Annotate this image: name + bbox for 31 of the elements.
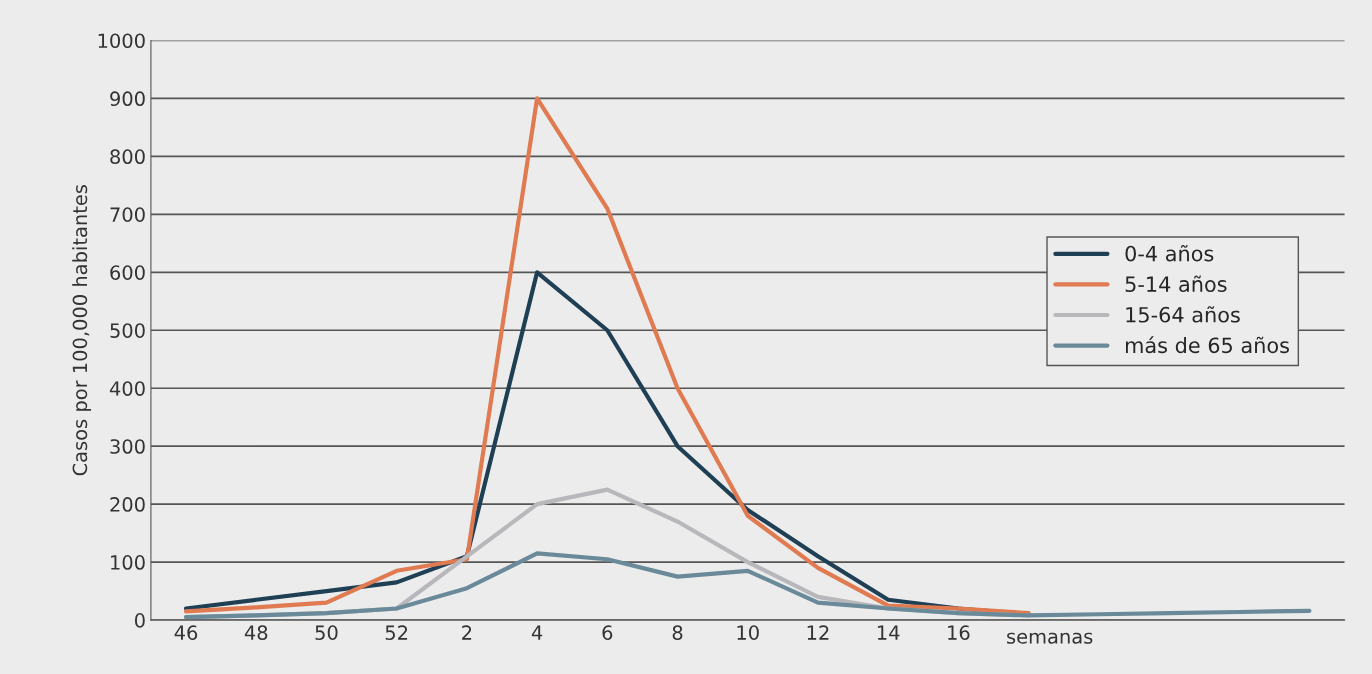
x-tick-label: 46 — [174, 625, 198, 640]
y-tick-label: 600 — [110, 265, 145, 280]
line-series — [183, 96, 1031, 616]
y-tick-label: 900 — [110, 91, 145, 107]
legend-label: más de 65 años — [1125, 336, 1289, 354]
x-tick-label: 2 — [462, 625, 472, 640]
x-tick-label: 12 — [807, 625, 829, 640]
y-tick-label: 100 — [111, 555, 145, 570]
y-axis-title: Casos por 100,000 habitantes — [72, 185, 92, 476]
x-tick-label: 50 — [315, 625, 338, 640]
y-tick-label: 500 — [110, 323, 145, 338]
x-tick-label: 52 — [385, 625, 408, 640]
x-tick-label: 6 — [602, 625, 613, 640]
y-tick-label: 400 — [109, 381, 145, 396]
y-tick-label: 300 — [110, 439, 145, 454]
y-tick-label: 800 — [110, 149, 145, 165]
x-tick-label: 16 — [948, 625, 970, 640]
x-axis-title: semanas — [1007, 632, 1093, 644]
x-tick-label: 4 — [531, 625, 543, 640]
legend-label: 5-14 años — [1125, 275, 1227, 293]
y-tick-label: 700 — [110, 207, 145, 222]
legend-label: 15-64 años — [1126, 306, 1240, 323]
legend-label: 0-4 años — [1125, 244, 1214, 262]
y-tick-label: 1000 — [98, 33, 145, 49]
x-tick-label: 10 — [737, 625, 759, 640]
line-series — [183, 551, 1312, 620]
x-tick-label: 14 — [877, 625, 900, 640]
y-tick-label: 0 — [134, 613, 145, 628]
y-tick-label: 200 — [110, 497, 145, 512]
x-tick-label: 48 — [244, 625, 268, 640]
x-tick-label: 8 — [672, 625, 683, 640]
